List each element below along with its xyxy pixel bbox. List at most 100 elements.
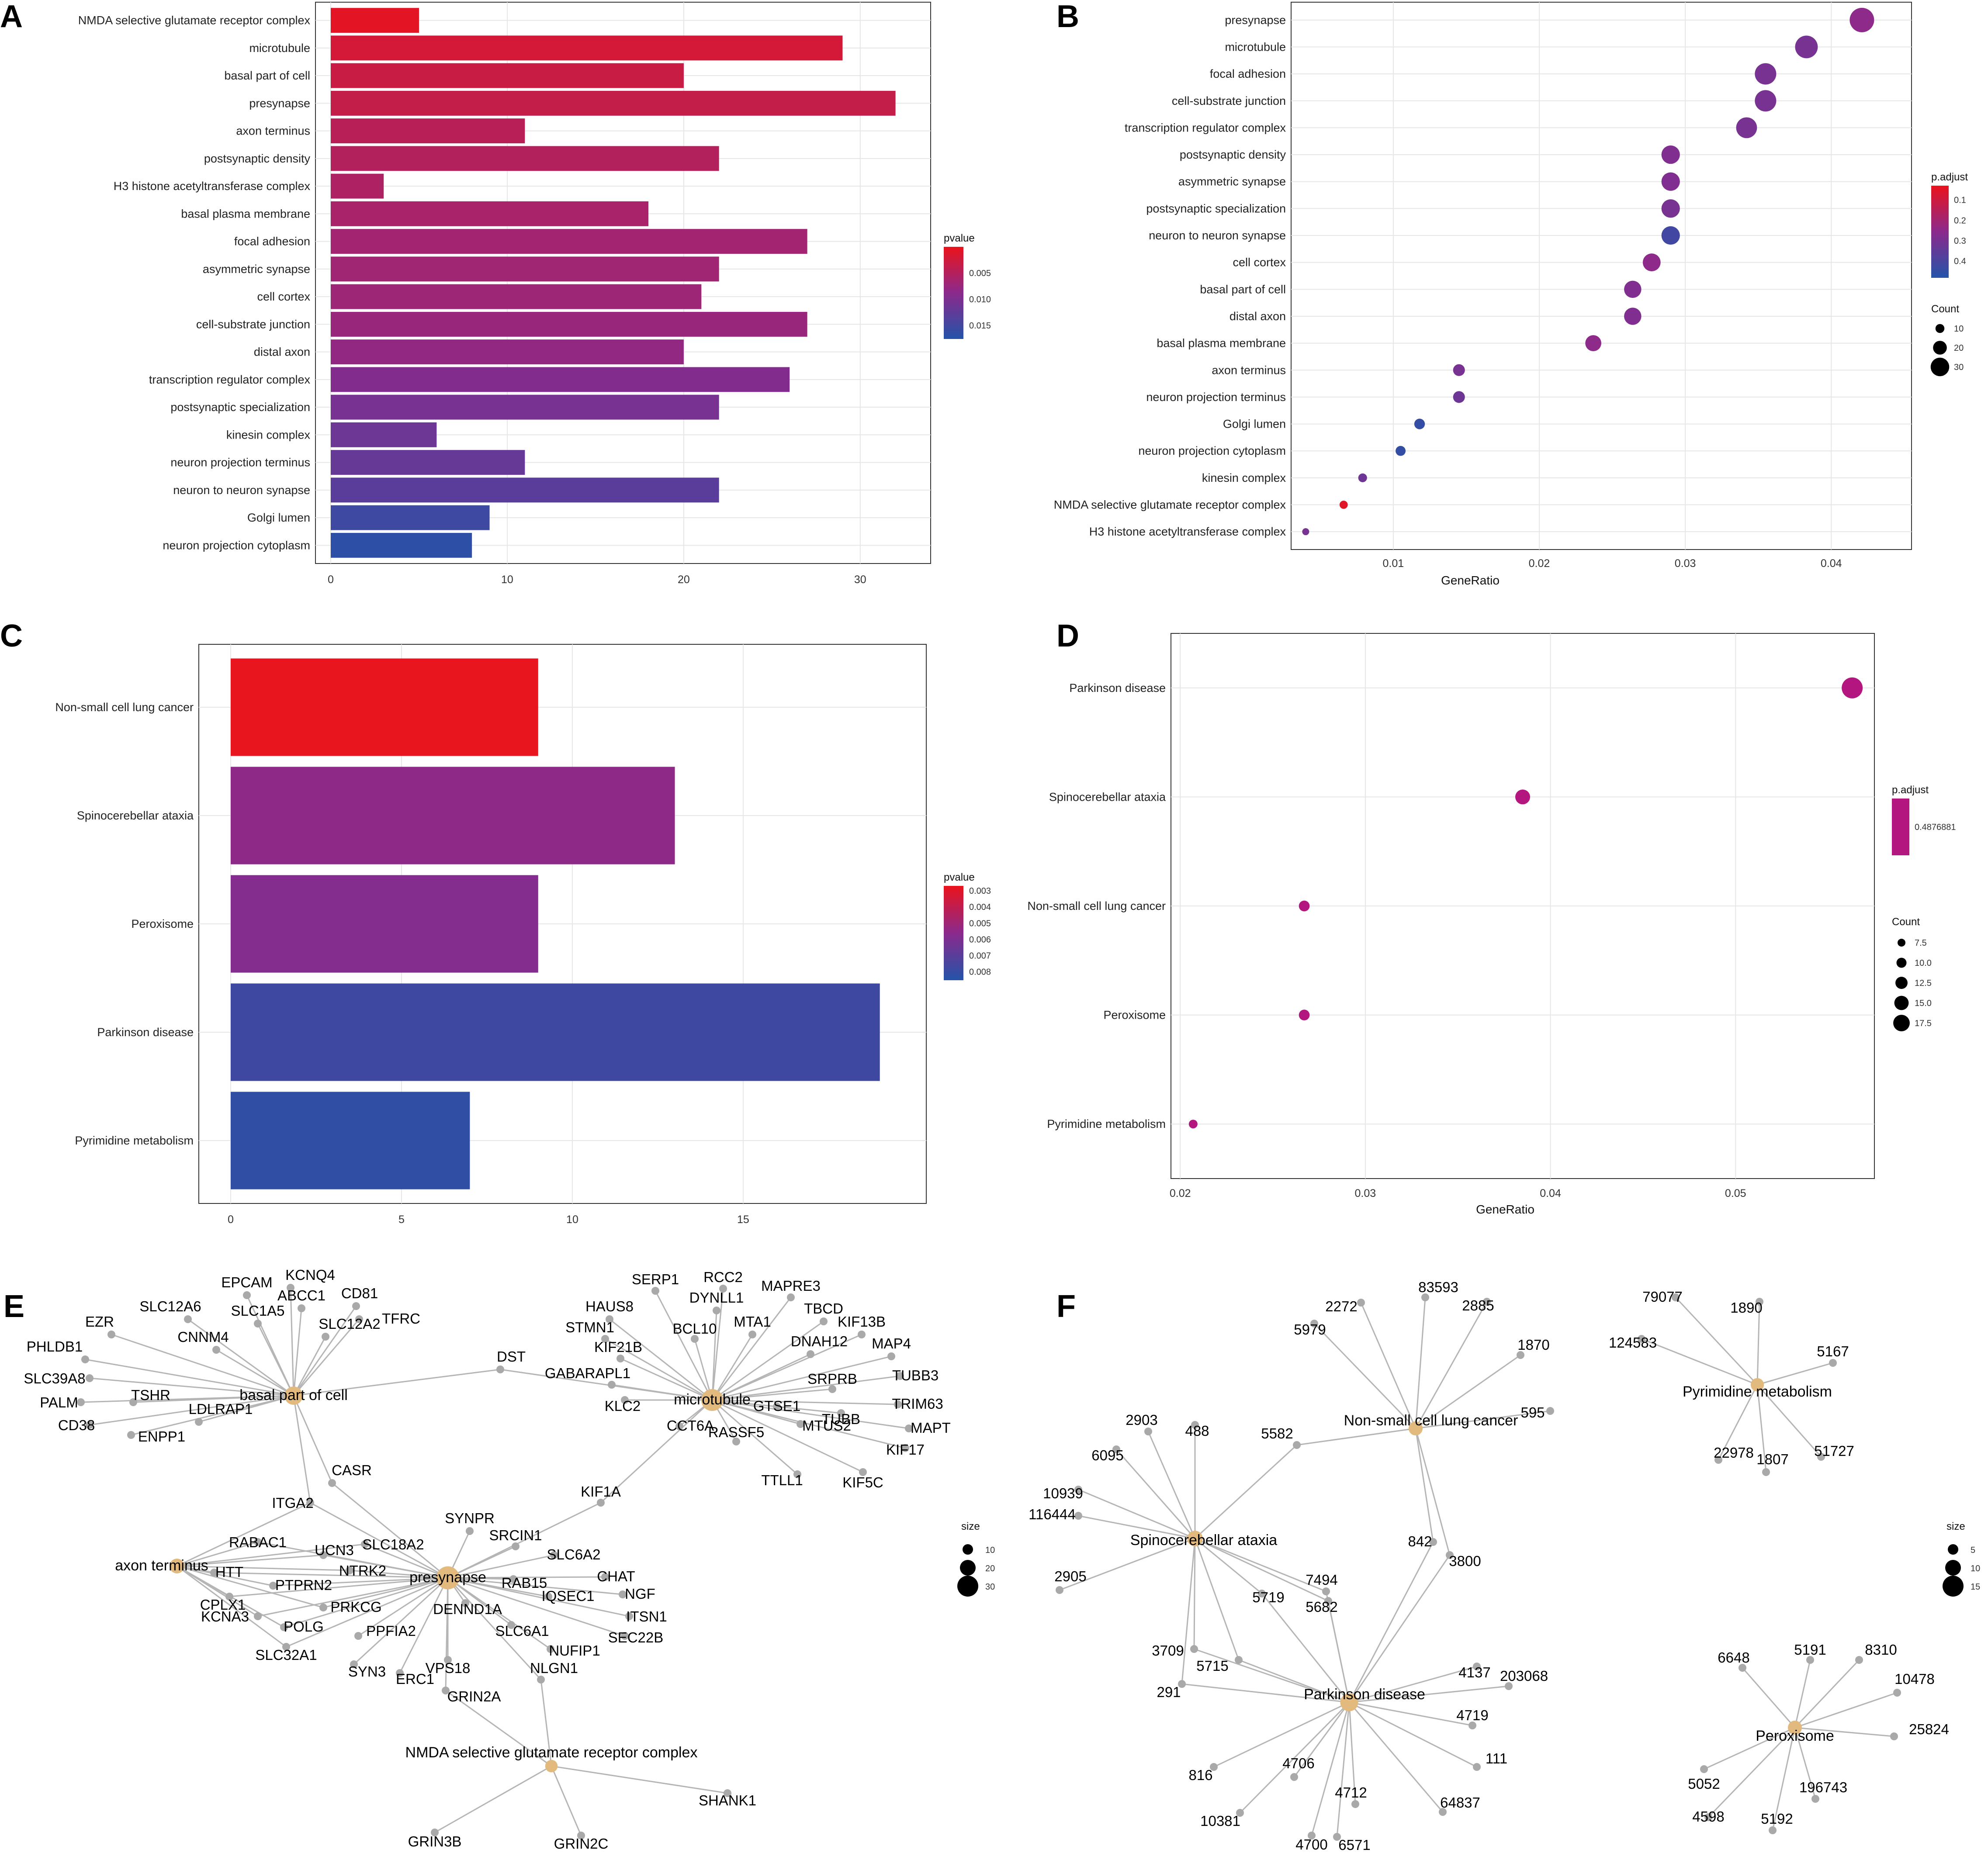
legend-colorbar-segment <box>944 935 963 938</box>
legend-colorbar-segment <box>944 970 963 973</box>
category-label: basal part of cell <box>1200 283 1286 296</box>
category-label: neuron projection terminus <box>1146 391 1286 404</box>
legend-title: pvalue <box>944 232 975 244</box>
legend-colorbar-segment <box>1931 227 1949 230</box>
x-tick-label: 10 <box>566 1213 578 1226</box>
bar-focal-adhesion <box>331 229 807 254</box>
edge <box>1194 1444 1298 1539</box>
bar-neuron-projection-terminus <box>331 450 525 475</box>
legend-colorbar-segment <box>1931 261 1949 264</box>
count-legend-label: 30 <box>1954 363 1964 372</box>
size-legend-title: size <box>961 1521 980 1532</box>
legend-colorbar <box>1892 799 1909 855</box>
x-tick-label: 0 <box>228 1213 234 1226</box>
edge <box>284 1577 448 1628</box>
gene-node-abcc1 <box>298 1304 305 1312</box>
size-legend-dot <box>963 1544 973 1555</box>
legend-tick-label: 0.008 <box>969 967 991 977</box>
category-label: Pyrimidine metabolism <box>75 1134 194 1147</box>
bar-postsynaptic-specialization <box>331 394 719 420</box>
gene-node-slc1a5 <box>254 1320 262 1328</box>
legend-colorbar-segment <box>1931 220 1949 223</box>
category-label: neuron projection terminus <box>170 456 310 469</box>
gene-label: KLC2 <box>605 1398 641 1414</box>
legend-colorbar-segment <box>944 886 963 889</box>
dot-non-small-cell-lung-cancer <box>1299 900 1310 912</box>
category-label: postsynaptic specialization <box>1146 202 1286 215</box>
legend-colorbar-segment <box>944 916 963 920</box>
gene-node-cnnm4 <box>212 1346 220 1354</box>
edge <box>131 1395 294 1436</box>
gene-label: SERP1 <box>632 1271 679 1287</box>
edge <box>1756 1384 1767 1473</box>
gene-label: HTT <box>215 1564 243 1580</box>
legend-colorbar-segment <box>944 923 963 927</box>
legend-colorbar-segment <box>944 951 963 954</box>
gene-label: SLC6A2 <box>547 1546 601 1563</box>
edge <box>111 1334 294 1397</box>
gene-node-kif1a <box>597 1499 605 1507</box>
gene-node-synpr <box>466 1527 474 1535</box>
legend-colorbar-segment <box>944 297 963 300</box>
gene-label: CD38 <box>58 1417 95 1433</box>
gene-label: STMN1 <box>565 1319 614 1335</box>
count-legend-label: 10 <box>1954 324 1964 334</box>
legend-colorbar-segment <box>944 956 963 959</box>
gene-label: MAPT <box>911 1420 951 1436</box>
gene-node-erc1 <box>396 1669 404 1677</box>
legend-colorbar-segment <box>1931 268 1949 271</box>
edge <box>712 1399 798 1475</box>
legend-colorbar-segment <box>1931 225 1949 228</box>
gene-node-enpp1 <box>127 1431 135 1439</box>
gene-node-tfrc <box>355 1315 363 1323</box>
legend-title: p.adjust <box>1931 171 1968 183</box>
gene-label: ITSN1 <box>626 1608 667 1625</box>
legend-colorbar-segment <box>1931 243 1949 246</box>
legend-colorbar-segment <box>944 304 963 307</box>
legend-colorbar-segment <box>944 940 963 943</box>
x-tick-label: 5 <box>398 1213 405 1226</box>
legend-colorbar-segment <box>1931 215 1949 218</box>
gene-node-10478 <box>1893 1689 1901 1697</box>
edge <box>1327 1601 1350 1703</box>
edge <box>1293 1702 1350 1777</box>
edge <box>89 1377 294 1397</box>
edge <box>293 1369 501 1397</box>
edge <box>358 1577 448 1637</box>
x-tick-label: 0 <box>328 574 334 586</box>
gene-node-4712 <box>1351 1800 1359 1808</box>
gene-node-rabac1 <box>254 1538 262 1546</box>
x-tick-label: 15 <box>737 1213 749 1226</box>
dot-postsynaptic-density <box>1661 145 1680 164</box>
category-label: focal adhesion <box>1210 67 1286 80</box>
gene-node-shank1 <box>724 1789 731 1797</box>
legend-tick-label: 0.007 <box>969 951 991 961</box>
gene-node-ucn3 <box>319 1551 327 1559</box>
category-label: Peroxisome <box>1103 1009 1166 1022</box>
edge <box>447 1577 623 1595</box>
category-label: asymmetric synapse <box>1178 175 1286 188</box>
chart-a-cellular-component-bar: 0 10 20 30 NMDA selective glutamate receptor… <box>78 2 991 586</box>
chart-b-cellular-component-dot: 0.01 0.02 0.03 0.04 GeneRatio presynapse micro… <box>1054 2 1968 587</box>
category-label: NMDA selective glutamate receptor comple… <box>1054 498 1286 512</box>
legend-colorbar-segment <box>944 977 963 980</box>
edge <box>89 1395 294 1426</box>
size-legend-label: 30 <box>985 1582 995 1592</box>
legend-colorbar-segment <box>944 327 963 330</box>
legend-colorbar-segment <box>1931 266 1949 269</box>
hub-node-parkinson-disease <box>1340 1693 1358 1711</box>
edge <box>1349 1685 1509 1703</box>
edge <box>1742 1667 1796 1728</box>
gene-node-kif5c <box>859 1468 867 1476</box>
gene-label: SLC1A5 <box>231 1303 285 1319</box>
x-tick-label: 0.05 <box>1725 1187 1746 1200</box>
gene-node-83593 <box>1421 1293 1429 1301</box>
gene-label: 5979 <box>1294 1321 1326 1338</box>
legend-colorbar-segment <box>944 329 963 332</box>
count-legend-dot <box>1895 977 1908 989</box>
legend-colorbar-segment <box>1931 213 1949 216</box>
count-legend-dot <box>1935 324 1945 333</box>
legend-colorbar-segment <box>1931 270 1949 273</box>
edge <box>177 1565 324 1608</box>
x-tick-label: 0.02 <box>1170 1187 1191 1200</box>
